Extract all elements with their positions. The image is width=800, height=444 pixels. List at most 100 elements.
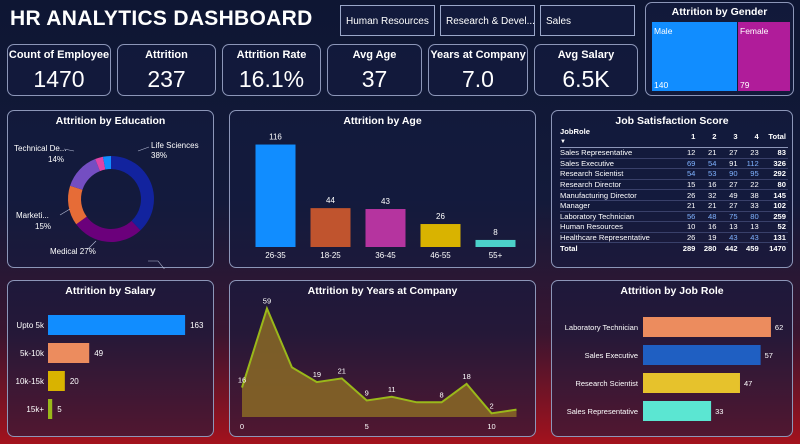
edu-label-marketing: Marketi... <box>16 211 49 220</box>
col-header-4[interactable]: 4 <box>739 127 761 148</box>
kpi-avg-age: Avg Age 37 <box>327 44 422 96</box>
table-row[interactable]: Human Resources 10 16 13 13 52 <box>560 221 788 233</box>
table-row[interactable]: Research Director 15 16 27 22 80 <box>560 179 788 191</box>
score-cell: 75 <box>718 211 740 223</box>
kpi-years-at-company: Years at Company 7.0 <box>428 44 528 96</box>
score-cell: 54 <box>697 158 719 170</box>
score-cell: 112 <box>739 158 761 170</box>
score-cell: 16 <box>697 179 719 191</box>
salary-value-label: 163 <box>190 321 204 330</box>
score-cell: 27 <box>718 179 740 191</box>
total-cell: 459 <box>739 242 761 253</box>
panel-title: Attrition by Job Role <box>620 285 724 297</box>
total-cell: 80 <box>760 179 788 191</box>
jobrole-category-label: Laboratory Technician <box>565 323 638 332</box>
panel-title: Attrition by Education <box>55 115 166 127</box>
salary-bar[interactable] <box>48 399 53 419</box>
years-area-chart: 16 59 19 21 9 11 8 18 2 0 5 10 <box>238 297 517 431</box>
years-data-label: 11 <box>388 385 396 394</box>
score-cell: 19 <box>697 232 719 244</box>
jobrole-cell: Human Resources <box>560 221 677 233</box>
donut-slice-other[interactable] <box>95 156 106 172</box>
age-category-label: 36-45 <box>375 251 396 260</box>
score-cell: 26 <box>676 232 698 244</box>
slicer-human-resources[interactable]: Human Resources <box>340 5 435 36</box>
kpi-label: Attrition Rate <box>236 49 307 61</box>
table-row[interactable]: Manager 21 21 27 33 102 <box>560 200 788 212</box>
years-data-label: 2 <box>489 401 493 410</box>
col-header-1[interactable]: 1 <box>676 127 698 148</box>
kpi-value: 1470 <box>33 66 85 92</box>
years-line[interactable] <box>241 305 517 415</box>
page-title: HR ANALYTICS DASHBOARD <box>10 7 313 30</box>
score-cell: 27 <box>718 147 740 159</box>
jobrole-bar[interactable] <box>643 373 740 393</box>
donut-slice-human-resources[interactable] <box>102 156 111 170</box>
score-cell: 32 <box>697 189 719 201</box>
col-header-jobrole[interactable]: JobRole ▼ <box>560 127 677 148</box>
years-data-label: 9 <box>365 388 369 397</box>
score-cell: 10 <box>676 221 698 233</box>
col-header-total[interactable]: Total <box>760 127 788 148</box>
age-bar[interactable] <box>475 239 516 247</box>
years-data-label: 16 <box>238 376 246 385</box>
panel-title: Attrition by Years at Company <box>307 285 458 297</box>
jobrole-bar[interactable] <box>643 317 771 337</box>
col-header-2[interactable]: 2 <box>697 127 719 148</box>
attrition-by-gender-panel: Attrition by Gender Male 140 Female 79 <box>645 2 794 96</box>
salary-bar[interactable] <box>48 315 186 335</box>
donut-slice-technical-degree[interactable] <box>70 159 100 190</box>
jobrole-cell: Healthcare Representative <box>560 232 677 244</box>
table-row[interactable]: Laboratory Technician 56 48 75 80 259 <box>560 211 788 223</box>
edu-label-marketing-pct: 15% <box>35 222 51 231</box>
table-row[interactable]: Research Scientist 54 53 90 95 292 <box>560 168 788 180</box>
salary-bar[interactable] <box>48 371 65 391</box>
slicer-sales[interactable]: Sales <box>540 5 635 36</box>
kpi-avg-salary: Avg Salary 6.5K <box>534 44 638 96</box>
years-data-label: 19 <box>313 370 321 379</box>
score-cell: 27 <box>718 200 740 212</box>
jobrole-value-label: 33 <box>715 407 723 416</box>
score-cell: 43 <box>739 232 761 244</box>
score-cell: 21 <box>697 147 719 159</box>
sort-down-icon: ▼ <box>560 139 566 145</box>
table-row[interactable]: Healthcare Representative 26 19 43 43 131 <box>560 232 788 244</box>
table-row[interactable]: Sales Executive 69 54 91 112 326 <box>560 158 788 170</box>
kpi-value: 16.1% <box>238 66 305 92</box>
years-data-label: 59 <box>263 297 271 306</box>
salary-category-label: 15k+ <box>26 405 44 414</box>
age-value-label: 43 <box>381 197 390 206</box>
jobrole-bar[interactable] <box>643 401 712 421</box>
age-bar[interactable] <box>310 208 351 247</box>
edu-label-life-sciences: Life Sciences <box>151 141 199 150</box>
kpi-label: Attrition <box>145 49 188 61</box>
donut-slices <box>68 156 154 242</box>
salary-value-label: 20 <box>70 377 79 386</box>
kpi-value: 237 <box>147 66 186 92</box>
age-bar[interactable] <box>365 209 406 247</box>
donut-slice-life-sciences[interactable] <box>111 156 154 231</box>
gender-bar-female[interactable]: Female 79 <box>738 22 790 91</box>
salary-bar[interactable] <box>48 343 90 363</box>
age-category-label: 55+ <box>489 251 503 260</box>
gender-bar-male[interactable]: Male 140 <box>652 22 737 91</box>
jobrole-bar[interactable] <box>643 345 761 365</box>
gender-label: Male <box>654 26 673 36</box>
kpi-value: 37 <box>361 66 388 92</box>
table-row[interactable]: Manufacturing Director 26 32 49 38 145 <box>560 189 788 201</box>
donut-slice-marketing[interactable] <box>68 185 87 225</box>
attrition-by-jobrole-panel: Attrition by Job Role Laboratory Technic… <box>551 280 793 437</box>
slicer-research-development[interactable]: Research & Devel... <box>440 5 535 36</box>
col-header-3[interactable]: 3 <box>718 127 740 148</box>
job-satisfaction-panel: Job Satisfaction Score JobRole ▼ 1 2 3 4 … <box>551 110 793 268</box>
jobrole-cell: Research Scientist <box>560 168 677 180</box>
age-bar[interactable] <box>420 224 461 247</box>
jobrole-cell: Manufacturing Director <box>560 189 677 201</box>
age-value-label: 26 <box>436 212 445 221</box>
age-category-label: 26-35 <box>265 251 286 260</box>
salary-bar-chart: Upto 5k 163 5k-10k 49 10k-15k 20 15k+ 5 <box>16 315 204 419</box>
age-bar[interactable] <box>255 144 296 247</box>
score-cell: 12 <box>676 147 698 159</box>
donut-slice-medical[interactable] <box>76 216 141 242</box>
table-row[interactable]: Sales Representative 12 21 27 23 83 <box>560 147 788 159</box>
